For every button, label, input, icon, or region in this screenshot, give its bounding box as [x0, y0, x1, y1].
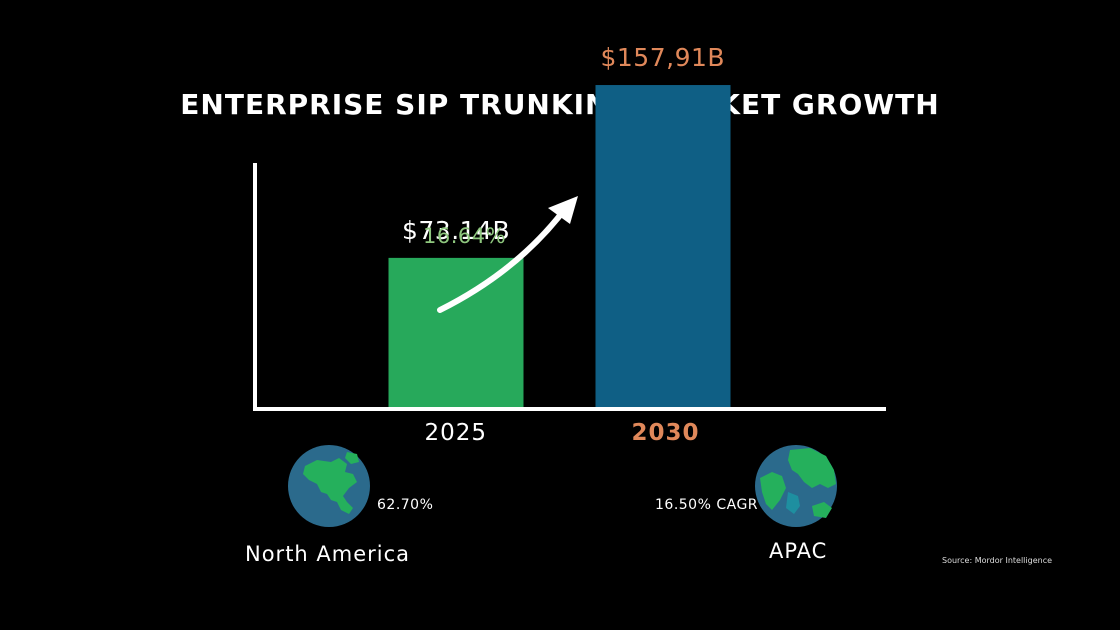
category-label-2030: 2030	[631, 420, 700, 446]
globe-americas-icon	[288, 445, 370, 527]
globe-asia-pacific-icon	[755, 445, 837, 527]
region-name-apac: APAC	[769, 539, 828, 563]
region-name-north-america: North America	[245, 542, 411, 566]
value-label-2030: $157,91B	[600, 43, 726, 73]
category-label-2025: 2025	[424, 420, 488, 446]
chart-title: ENTERPRISE SIP TRUNKING MARKET GROWTH	[180, 88, 940, 121]
bar-2030	[595, 85, 731, 407]
value-label-2025: $73.14B	[402, 215, 511, 245]
region-stat-north-america: 62.70%	[377, 497, 434, 513]
growth-arrowhead	[548, 196, 578, 224]
region-stat-apac: 16.50% CAGR	[655, 497, 759, 513]
source-note: Source: Mordor Intelligence	[942, 556, 1053, 565]
growth-arrow	[437, 202, 571, 313]
bar-2025	[388, 257, 524, 407]
growth-rate-label: 16.64%	[423, 224, 507, 248]
